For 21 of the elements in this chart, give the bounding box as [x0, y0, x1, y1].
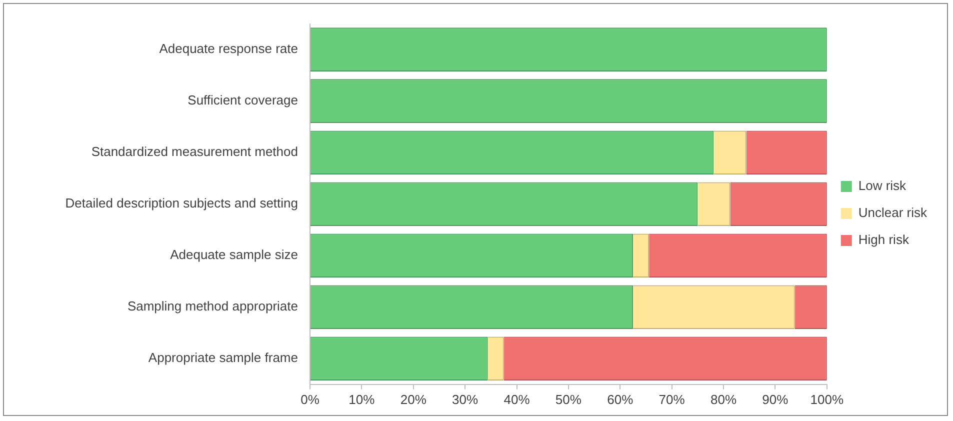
- x-tick-label: 60%: [607, 392, 634, 407]
- x-tick-label: 20%: [400, 392, 427, 407]
- x-tick-label: 70%: [658, 392, 686, 407]
- y-tick-label: Detailed description subjects and setting: [65, 196, 298, 211]
- legend-label: Unclear risk: [858, 205, 928, 220]
- x-tick-label: 80%: [710, 392, 737, 407]
- legend-label: High risk: [858, 232, 910, 248]
- legend-label: Low risk: [858, 178, 907, 194]
- x-tick-label: 90%: [762, 392, 789, 407]
- y-tick-label: Sufficient coverage: [188, 92, 298, 108]
- y-tick-label: Appropriate sample frame: [148, 350, 298, 366]
- y-tick-label: Standardized measurement method: [91, 144, 298, 160]
- y-tick-label: Adequate sample size: [170, 247, 298, 262]
- x-tick-label: 30%: [452, 392, 479, 407]
- x-tick-label: 10%: [348, 392, 376, 407]
- y-tick-label: Adequate response rate: [159, 41, 298, 56]
- y-tick-label: Sampling method appropriate: [127, 298, 298, 314]
- x-tick-label: 0%: [300, 392, 320, 407]
- x-tick-label: 40%: [504, 392, 530, 407]
- x-tick-label: 100%: [810, 392, 844, 407]
- x-tick-label: 50%: [555, 392, 582, 407]
